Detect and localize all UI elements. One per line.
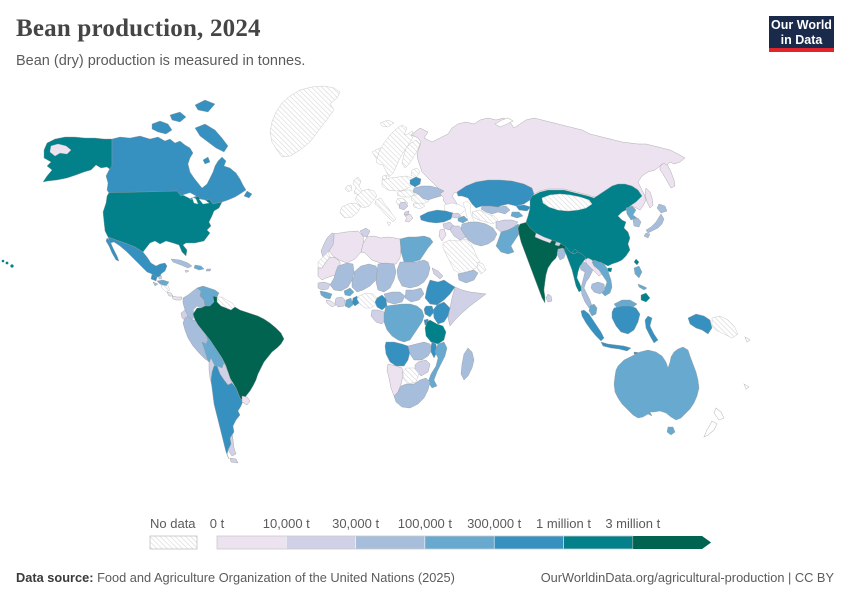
svg-text:No data: No data	[150, 516, 196, 531]
svg-text:0 t: 0 t	[210, 516, 225, 531]
svg-text:10,000 t: 10,000 t	[263, 516, 310, 531]
svg-text:300,000 t: 300,000 t	[467, 516, 522, 531]
svg-text:30,000 t: 30,000 t	[332, 516, 379, 531]
svg-text:100,000 t: 100,000 t	[398, 516, 453, 531]
svg-text:3 million t: 3 million t	[605, 516, 660, 531]
svg-text:1 million t: 1 million t	[536, 516, 591, 531]
